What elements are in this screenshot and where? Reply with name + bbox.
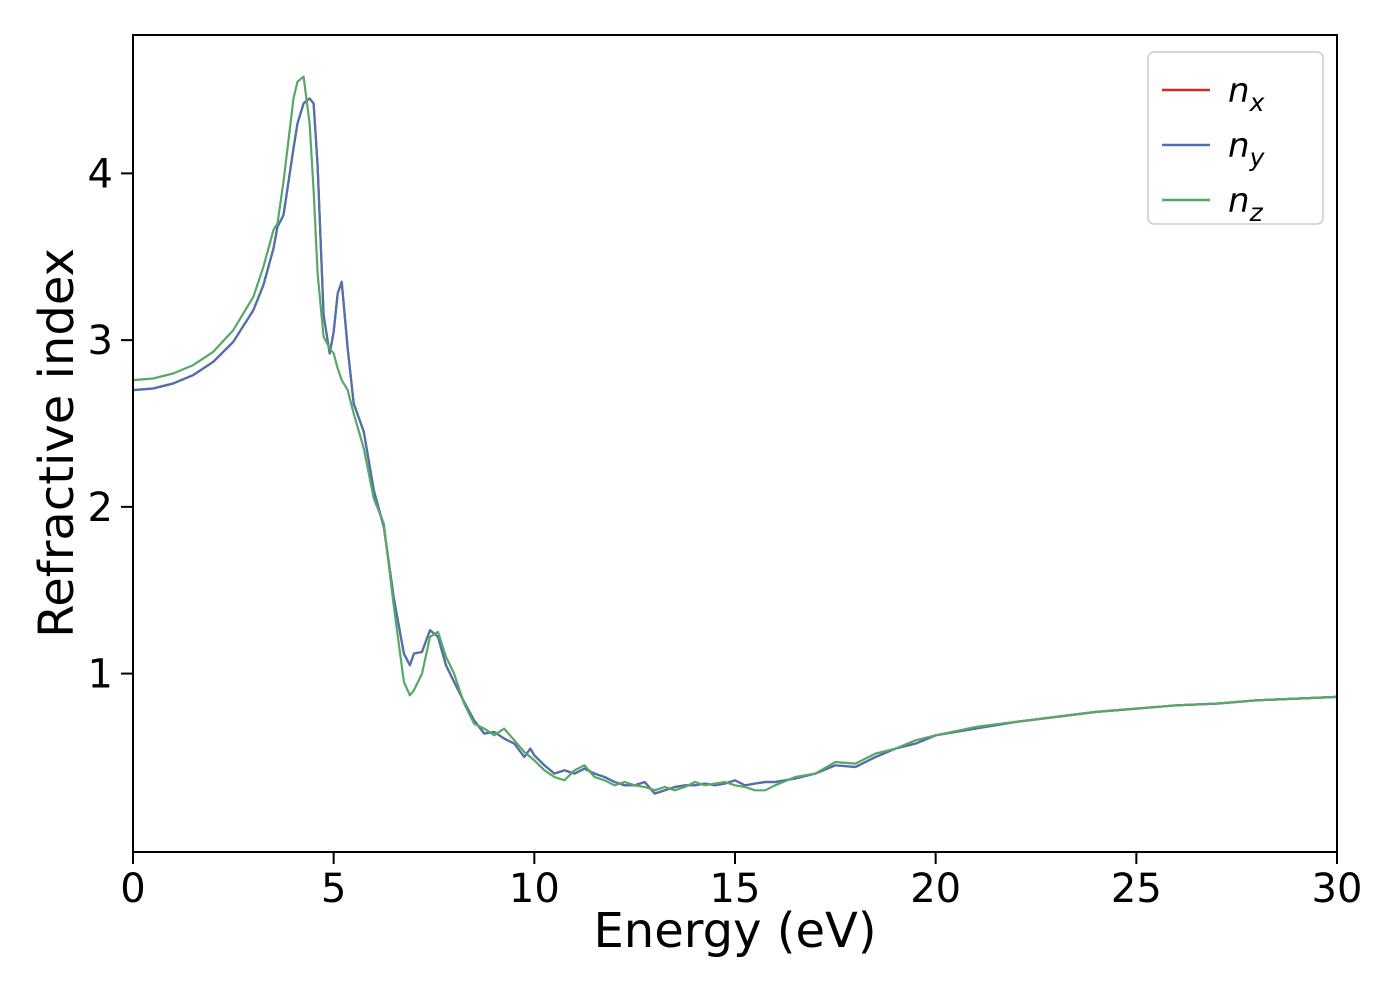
x-tick-label: 5 <box>321 866 346 912</box>
x-tick-label: 10 <box>509 866 560 912</box>
legend-label-n_y: ny <box>1228 126 1266 172</box>
x-tick-label: 20 <box>910 866 961 912</box>
x-tick-label: 15 <box>710 866 761 912</box>
y-axis-label: Refractive index <box>29 248 85 638</box>
x-tick-label: 30 <box>1312 866 1363 912</box>
x-tick-label: 0 <box>120 866 145 912</box>
legend-box <box>1147 51 1324 225</box>
x-tick-label: 25 <box>1111 866 1162 912</box>
y-tick-label: 3 <box>88 318 113 364</box>
y-tick-label: 2 <box>88 485 113 531</box>
y-tick-label: 4 <box>88 151 113 197</box>
series-n_y-line <box>131 97 1339 795</box>
legend-label-n_z: nz <box>1228 181 1264 227</box>
x-axis-label: Energy (eV) <box>593 903 877 959</box>
y-tick-label: 1 <box>88 652 113 698</box>
series-n_z-line <box>131 75 1339 792</box>
legend-label-n_x: nx <box>1228 71 1265 117</box>
